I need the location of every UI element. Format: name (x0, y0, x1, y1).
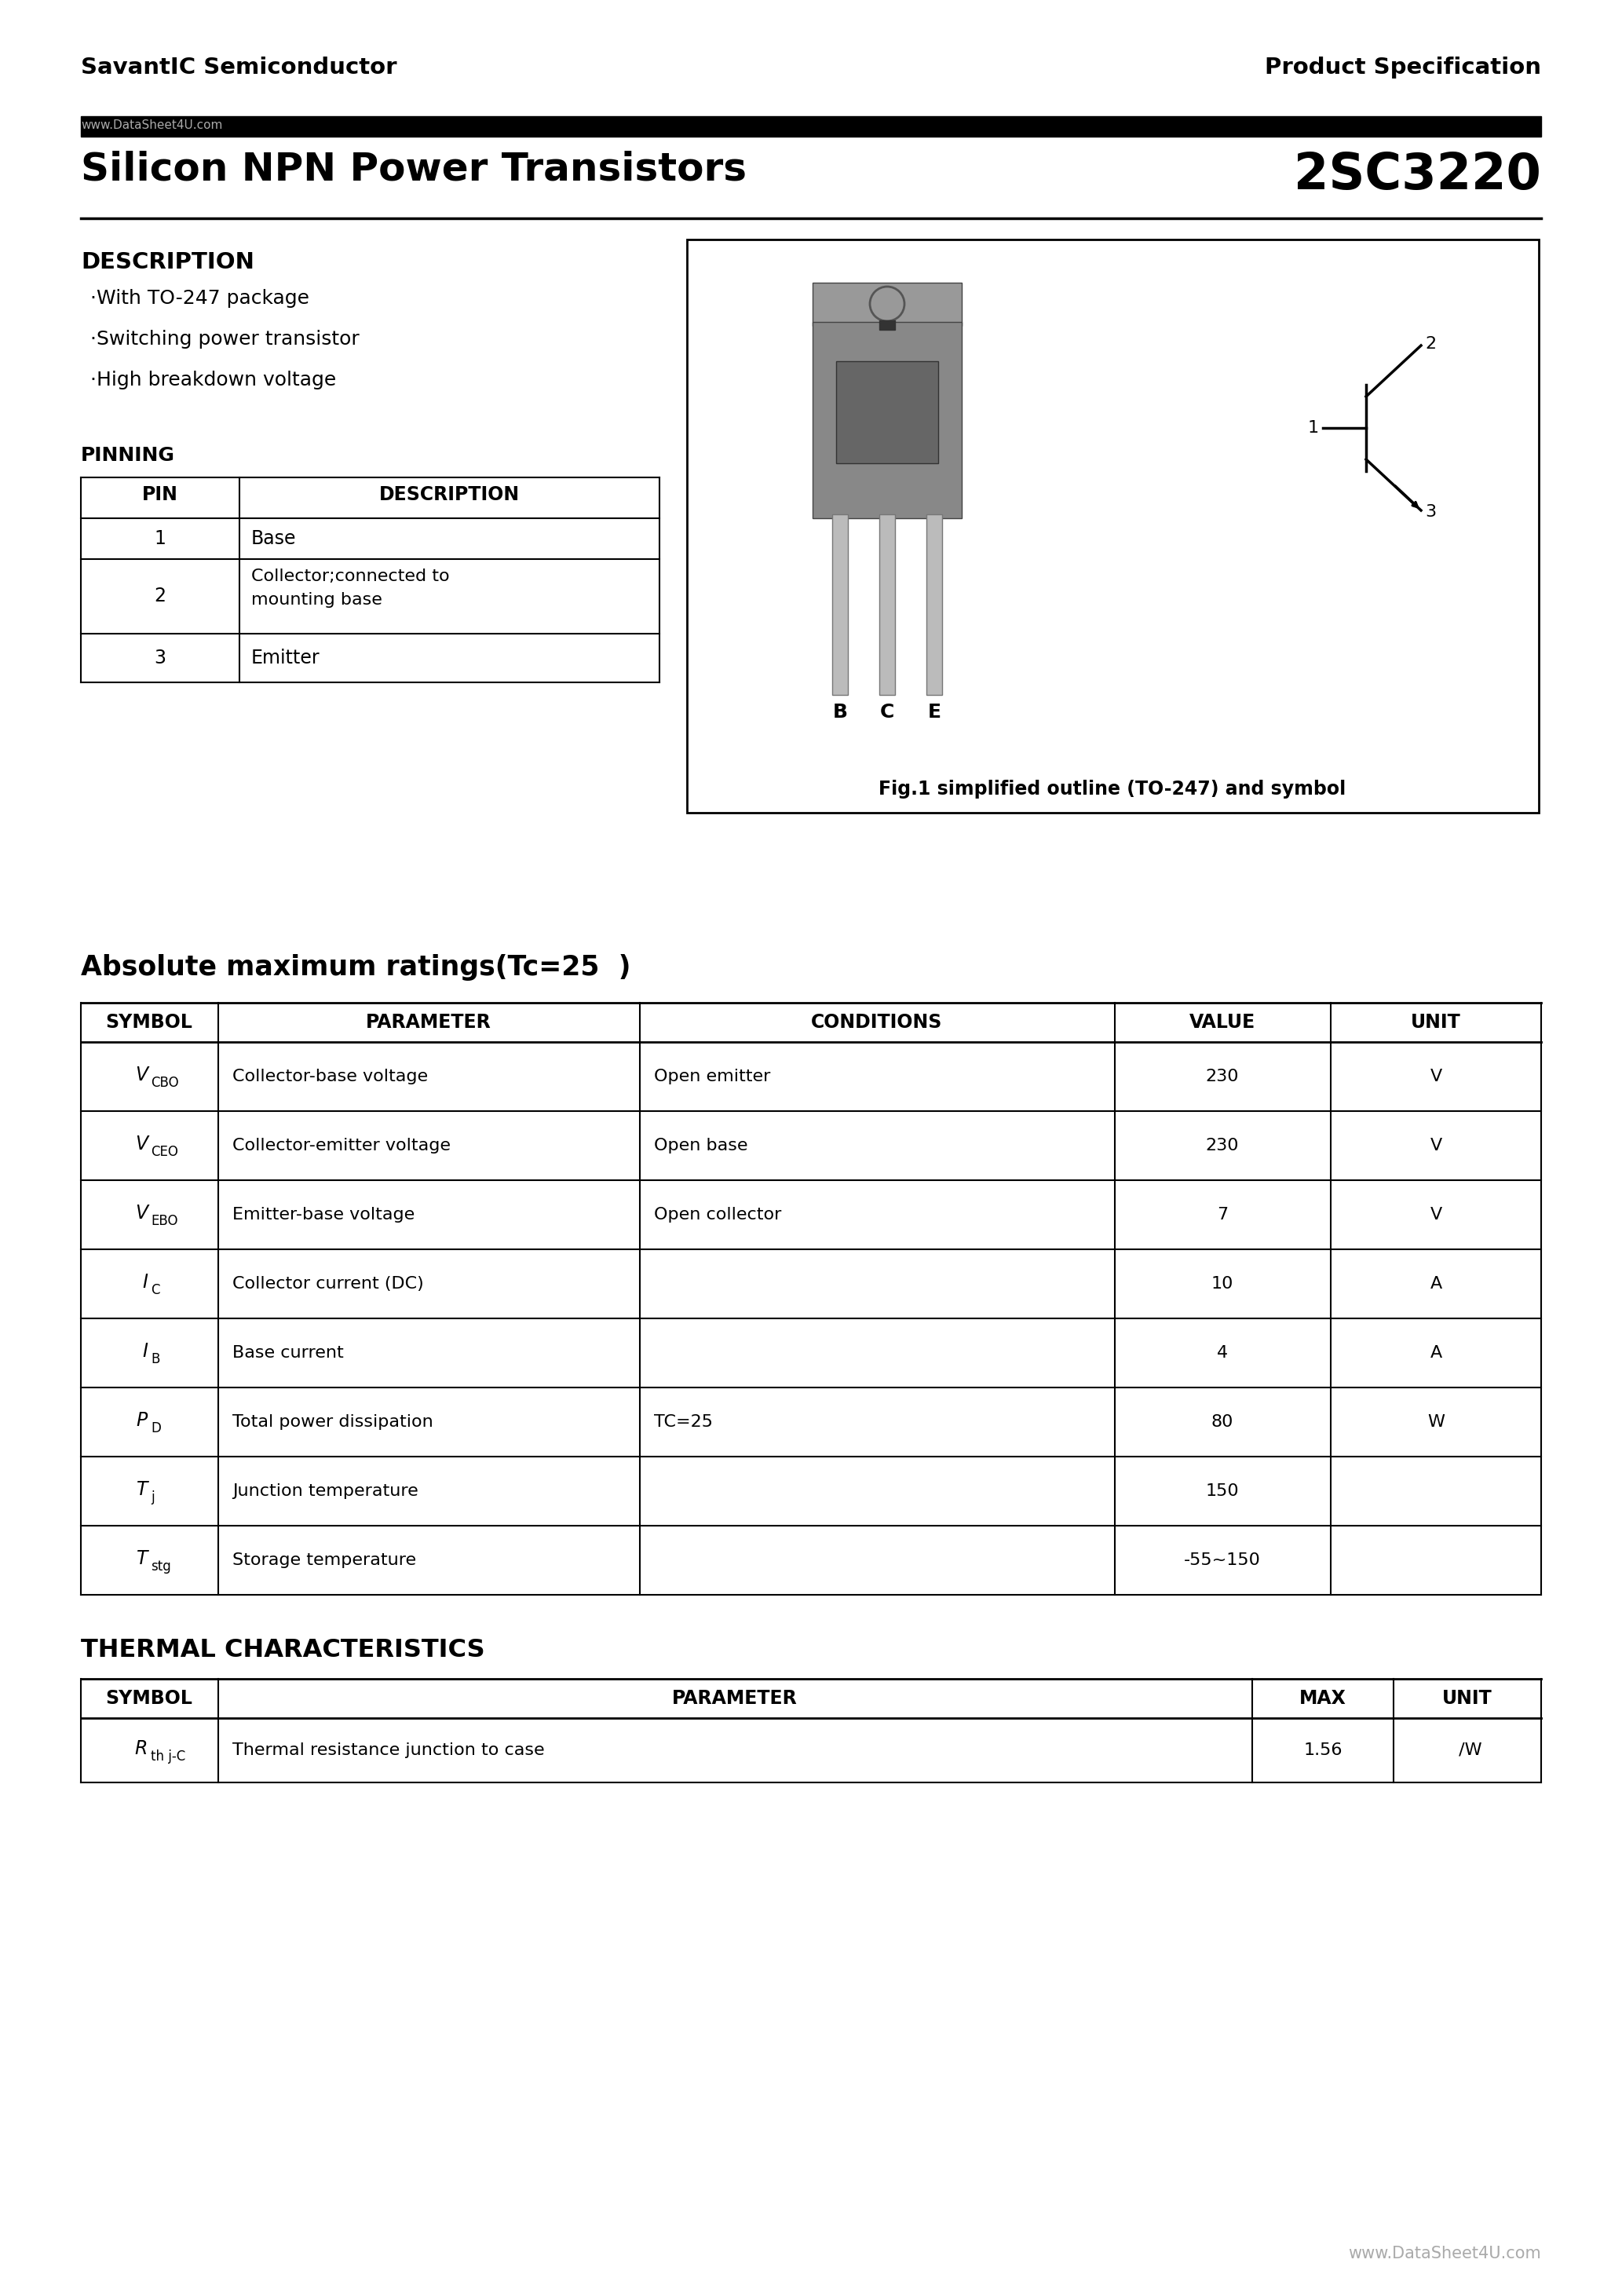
Text: www.DataSheet4U.com: www.DataSheet4U.com (1348, 2245, 1541, 2262)
Text: stg: stg (151, 1559, 170, 1573)
Text: I: I (143, 1272, 148, 1293)
Text: UNIT: UNIT (1442, 1690, 1492, 1708)
Text: 3: 3 (154, 647, 165, 668)
Text: V: V (1431, 1068, 1442, 1084)
Bar (81, 117, 1541, 138)
Bar (688, 239, 1539, 813)
Text: Total power dissipation: Total power dissipation (232, 1414, 433, 1430)
Text: 80: 80 (1212, 1414, 1233, 1430)
Bar (926, 514, 942, 696)
Text: UNIT: UNIT (1411, 1013, 1461, 1031)
Text: D: D (151, 1421, 161, 1435)
Text: Absolute maximum ratings(Tc=25  ): Absolute maximum ratings(Tc=25 ) (81, 955, 631, 980)
Text: DESCRIPTION: DESCRIPTION (380, 484, 519, 505)
Text: 150: 150 (1205, 1483, 1239, 1499)
Text: C: C (151, 1283, 159, 1297)
Text: V: V (135, 1065, 148, 1084)
Text: THERMAL CHARACTERISTICS: THERMAL CHARACTERISTICS (81, 1637, 485, 1662)
Text: DESCRIPTION: DESCRIPTION (81, 250, 255, 273)
Text: T: T (136, 1481, 148, 1499)
Bar (879, 514, 895, 696)
Text: mounting base: mounting base (251, 592, 383, 608)
Text: 2: 2 (1426, 335, 1435, 351)
Text: Junction temperature: Junction temperature (232, 1483, 418, 1499)
Text: MAX: MAX (1299, 1690, 1346, 1708)
Text: Base: Base (251, 530, 297, 549)
Text: V: V (135, 1203, 148, 1221)
Text: Collector-emitter voltage: Collector-emitter voltage (232, 1139, 451, 1153)
Text: CBO: CBO (151, 1077, 178, 1091)
Text: Emitter: Emitter (251, 647, 320, 668)
Text: R: R (135, 1740, 148, 1759)
Text: Silicon NPN Power Transistors: Silicon NPN Power Transistors (81, 152, 746, 188)
Bar (835, 360, 938, 464)
Text: Base current: Base current (232, 1345, 344, 1362)
Text: Collector-base voltage: Collector-base voltage (232, 1068, 428, 1084)
Text: www.DataSheet4U.com: www.DataSheet4U.com (81, 119, 222, 131)
Text: Emitter-base voltage: Emitter-base voltage (232, 1208, 415, 1221)
Text: Open base: Open base (654, 1139, 748, 1153)
Bar (879, 321, 895, 331)
Text: PIN: PIN (143, 484, 178, 505)
Bar (813, 321, 962, 519)
Text: Collector;connected to: Collector;connected to (251, 569, 449, 583)
Text: ·Switching power transistor: ·Switching power transistor (91, 331, 360, 349)
Text: T: T (136, 1550, 148, 1568)
Text: 2SC3220: 2SC3220 (1294, 152, 1541, 200)
Text: ·High breakdown voltage: ·High breakdown voltage (91, 370, 336, 390)
Text: B: B (832, 703, 848, 721)
Text: 7: 7 (1216, 1208, 1228, 1221)
Text: 2: 2 (154, 585, 165, 606)
Text: /W: /W (1453, 1743, 1483, 1759)
Text: 1: 1 (1307, 420, 1319, 436)
Text: Collector current (DC): Collector current (DC) (232, 1277, 423, 1293)
Text: A: A (1431, 1277, 1442, 1293)
Text: 1: 1 (154, 530, 165, 549)
Text: W: W (1427, 1414, 1445, 1430)
Text: V: V (135, 1134, 148, 1153)
Text: PARAMETER: PARAMETER (672, 1690, 798, 1708)
Text: 1.56: 1.56 (1304, 1743, 1343, 1759)
Text: 10: 10 (1212, 1277, 1233, 1293)
Text: th j-C: th j-C (151, 1750, 185, 1763)
Bar (832, 514, 848, 696)
Text: SYMBOL: SYMBOL (105, 1013, 193, 1031)
Text: Thermal resistance junction to case: Thermal resistance junction to case (232, 1743, 545, 1759)
Text: -55~150: -55~150 (1184, 1552, 1260, 1568)
Text: CEO: CEO (151, 1146, 178, 1159)
Text: PARAMETER: PARAMETER (367, 1013, 491, 1031)
Text: V: V (1431, 1208, 1442, 1221)
Text: C: C (881, 703, 894, 721)
Text: Product Specification: Product Specification (1265, 57, 1541, 78)
Text: j: j (151, 1490, 154, 1504)
Text: 230: 230 (1205, 1139, 1239, 1153)
Text: P: P (136, 1412, 148, 1430)
Text: CONDITIONS: CONDITIONS (811, 1013, 942, 1031)
Text: TC=25: TC=25 (654, 1414, 719, 1430)
Text: E: E (928, 703, 941, 721)
Text: V: V (1431, 1139, 1442, 1153)
Text: I: I (143, 1341, 148, 1362)
Bar (813, 282, 962, 326)
Text: Open collector: Open collector (654, 1208, 782, 1221)
Text: ·With TO-247 package: ·With TO-247 package (91, 289, 310, 308)
Text: 230: 230 (1205, 1068, 1239, 1084)
Text: 3: 3 (1426, 505, 1435, 519)
Text: Fig.1 simplified outline (TO-247) and symbol: Fig.1 simplified outline (TO-247) and sy… (879, 781, 1346, 799)
Text: B: B (151, 1352, 159, 1366)
Text: A: A (1431, 1345, 1442, 1362)
Text: SYMBOL: SYMBOL (105, 1690, 193, 1708)
Text: Open emitter: Open emitter (654, 1068, 770, 1084)
Text: PINNING: PINNING (81, 445, 175, 464)
Text: VALUE: VALUE (1189, 1013, 1255, 1031)
Text: 4: 4 (1216, 1345, 1228, 1362)
Text: SavantIC Semiconductor: SavantIC Semiconductor (81, 57, 397, 78)
Text: Storage temperature: Storage temperature (232, 1552, 417, 1568)
Text: EBO: EBO (151, 1215, 178, 1228)
